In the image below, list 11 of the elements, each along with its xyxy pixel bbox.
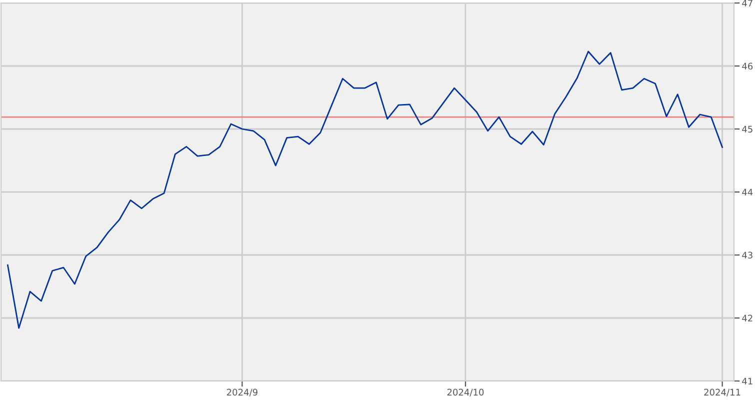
y-tick-label: 45: [742, 126, 752, 133]
y-tick-label: 47: [742, 0, 752, 6]
y-tick-label: 46: [742, 62, 753, 70]
line-series: [7, 50, 723, 329]
y-tick-label: 41: [742, 378, 752, 384]
x-tick-label: 2024/10: [447, 388, 484, 396]
x-tick-label: 2024/9: [226, 388, 258, 396]
y-tick-label: 44: [742, 188, 753, 196]
x-tick-label: 2024/11: [704, 388, 740, 396]
y-tick-label: 42: [742, 314, 752, 322]
y-tick-label: 43: [742, 252, 752, 259]
